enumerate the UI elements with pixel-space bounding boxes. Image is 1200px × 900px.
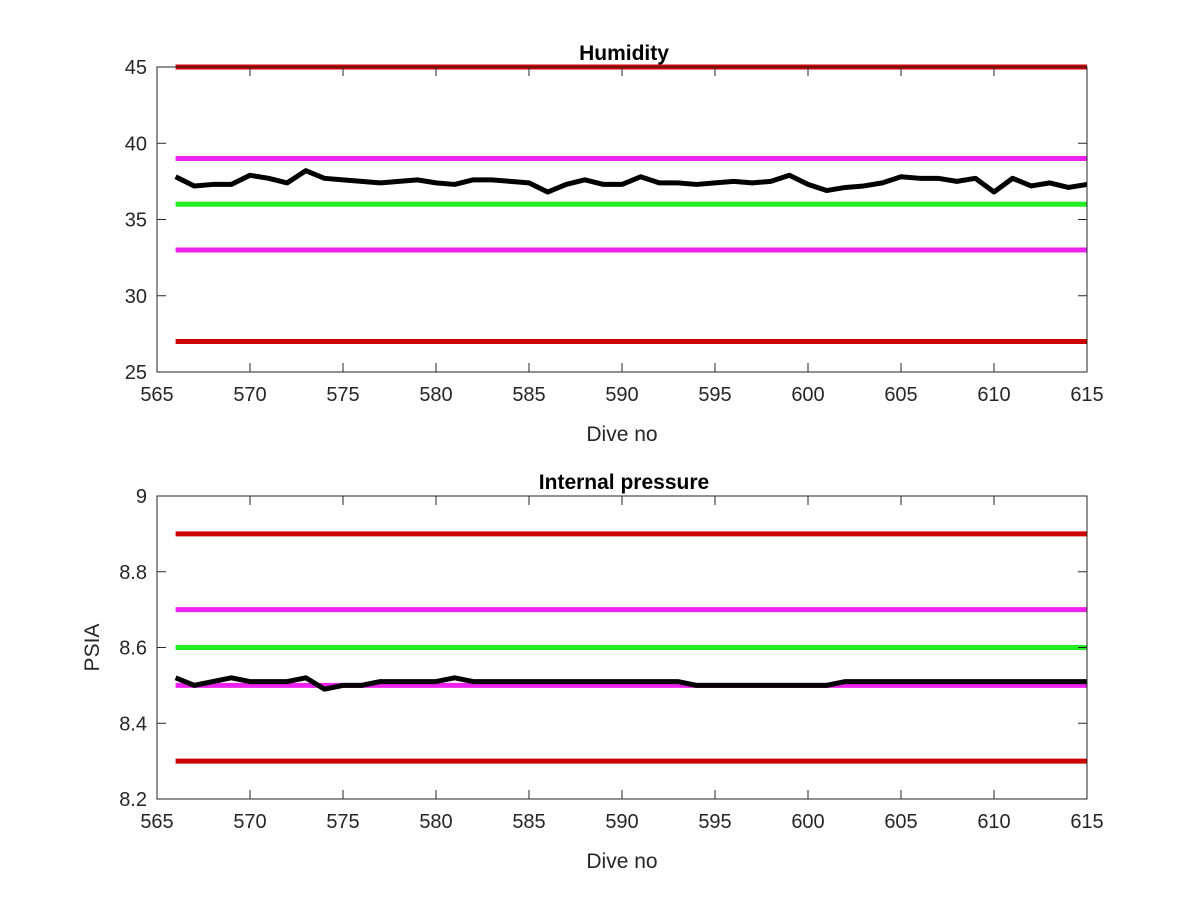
x-tick-label: 565 [140, 384, 173, 406]
x-tick-label: 605 [884, 384, 917, 406]
y-tick-label: 30 [125, 286, 147, 308]
y-axis-label: PSIA [81, 624, 104, 672]
x-tick-label: 575 [326, 384, 359, 406]
y-tick-label: 8.6 [119, 638, 147, 660]
y-tick-label: 40 [125, 133, 147, 155]
x-tick-label: 595 [698, 384, 731, 406]
y-tick-label: 35 [125, 210, 147, 232]
x-tick-label: 595 [698, 811, 731, 833]
x-tick-label: 580 [419, 811, 452, 833]
x-tick-label: 610 [977, 384, 1010, 406]
x-tick-label: 590 [605, 384, 638, 406]
plot-area [157, 67, 1087, 372]
y-tick-label: 8.2 [119, 789, 147, 811]
x-tick-label: 610 [977, 811, 1010, 833]
subplot-0: 565 570 575 580 585 590 595 600 605 610 615 25 30 35 4… [125, 42, 1104, 446]
x-tick-label: 585 [512, 811, 545, 833]
x-axis-label: Dive no [586, 423, 657, 446]
y-tick-label: 45 [125, 57, 147, 79]
x-axis-label: Dive no [586, 850, 657, 873]
y-tick-label: 9 [136, 486, 147, 508]
x-tick-label: 580 [419, 384, 452, 406]
x-tick-label: 615 [1070, 811, 1103, 833]
data-series-line [174, 675, 1087, 692]
x-tick-label: 565 [140, 811, 173, 833]
x-tick-label: 615 [1070, 384, 1103, 406]
x-tick-label: 570 [233, 384, 266, 406]
x-tick-label: 600 [791, 384, 824, 406]
x-tick-label: 605 [884, 811, 917, 833]
chart-title: Humidity [579, 42, 669, 65]
data-series-line [174, 168, 1088, 195]
x-tick-label: 590 [605, 811, 638, 833]
chart-title: Internal pressure [539, 471, 709, 494]
x-tick-label: 575 [326, 811, 359, 833]
y-tick-label: 8.8 [119, 562, 147, 584]
x-tick-label: 585 [512, 384, 545, 406]
subplot-1: 565 570 575 580 585 590 595 600 605 610 615 8.2 8.4 8… [81, 471, 1104, 873]
y-tick-label: 8.4 [119, 713, 147, 735]
y-tick-label: 25 [125, 362, 147, 384]
x-tick-label: 600 [791, 811, 824, 833]
x-tick-label: 570 [233, 811, 266, 833]
